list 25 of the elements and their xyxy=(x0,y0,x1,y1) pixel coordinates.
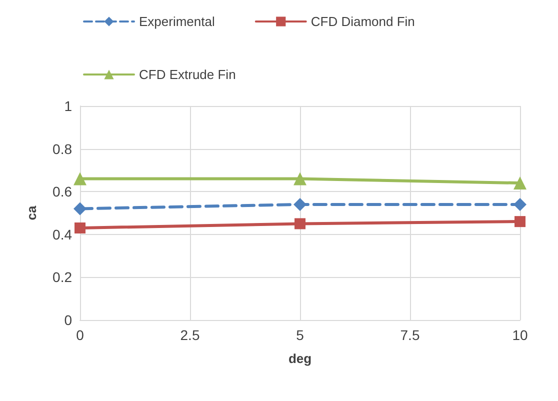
point xyxy=(294,218,306,230)
x-tick-label: 7.5 xyxy=(400,327,420,343)
legend-label: CFD Extrude Fin xyxy=(139,67,236,82)
y-tick-label: 0.6 xyxy=(52,184,72,200)
x-axis-title: deg xyxy=(288,351,312,366)
point xyxy=(514,198,526,211)
y-tick-label: 0.8 xyxy=(52,140,72,157)
y-tick-label: 0 xyxy=(64,312,72,328)
point xyxy=(74,222,86,234)
legend-label: CFD Diamond Fin xyxy=(310,14,415,29)
x-tick-label: 5 xyxy=(296,327,304,343)
y-tick-label: 0.4 xyxy=(52,226,72,242)
point xyxy=(294,172,306,186)
point xyxy=(74,172,86,186)
y-tick-label: 0.2 xyxy=(52,269,72,286)
x-tick-label: 0 xyxy=(76,327,84,343)
point xyxy=(514,176,526,190)
x-tick-label: 10 xyxy=(512,327,528,343)
y-tick-label: 1 xyxy=(64,98,72,114)
point xyxy=(294,198,306,211)
point xyxy=(514,216,526,228)
legend-label: Experimental xyxy=(139,14,215,29)
point xyxy=(74,202,86,216)
y-axis-title: ca xyxy=(24,205,39,220)
x-tick-label: 2.5 xyxy=(180,327,200,343)
